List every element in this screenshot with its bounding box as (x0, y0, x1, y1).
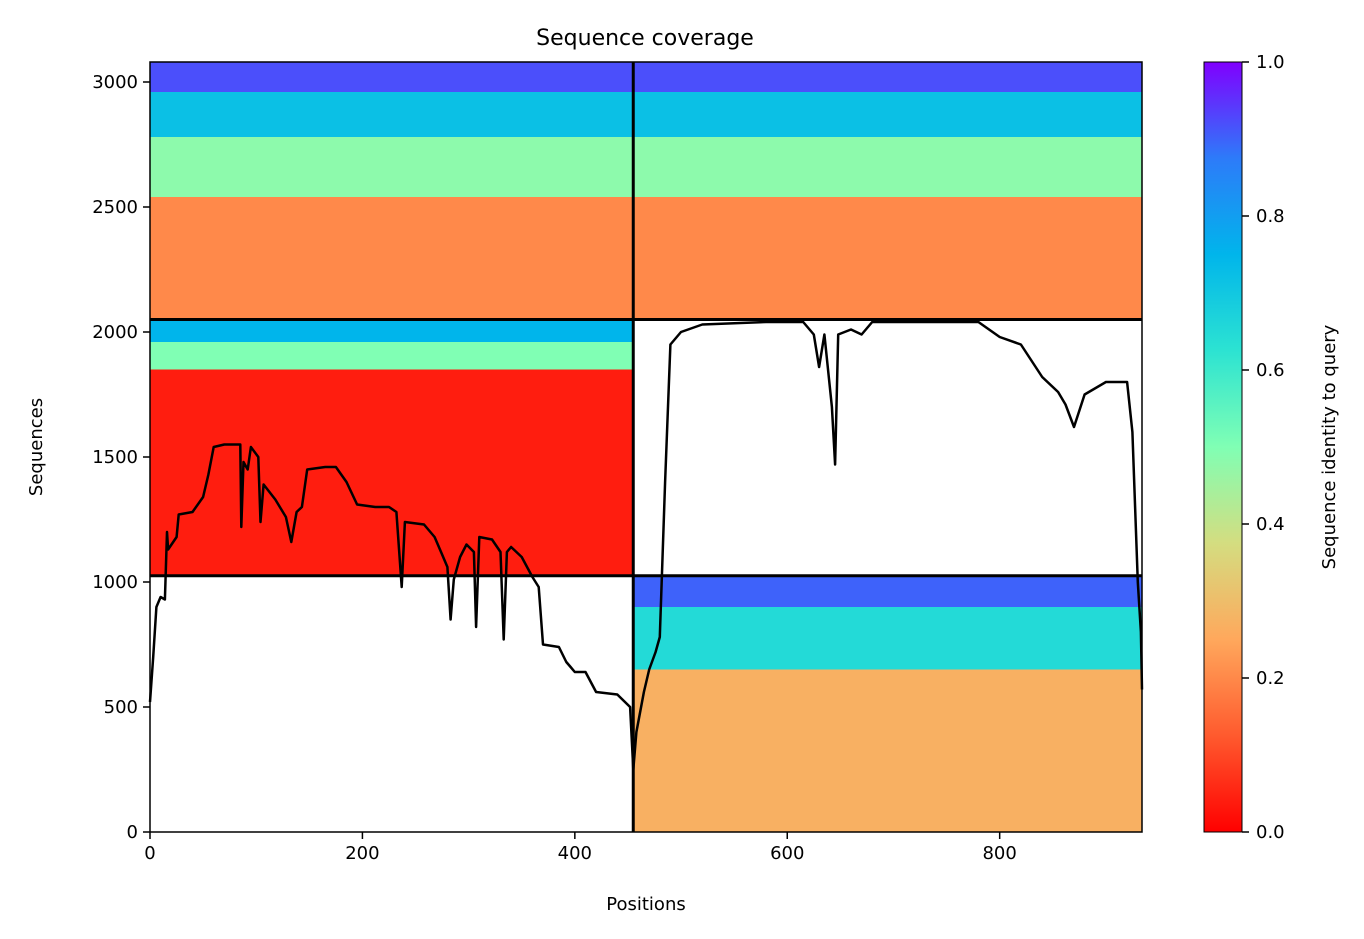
coverage-line (148, 320, 1144, 771)
colorbar-tick-label: 0.2 (1256, 668, 1285, 689)
colorbar-tick-label: 1.0 (1256, 52, 1285, 73)
heatmap-block-top-right (633, 62, 1142, 320)
heatmap-band (150, 197, 634, 320)
heatmap-band (150, 369, 634, 576)
heatmap-band (150, 342, 634, 370)
y-tick-label: 1000 (92, 572, 138, 593)
x-tick-label: 400 (558, 843, 592, 864)
heatmap-band (150, 92, 634, 137)
heatmap-band (633, 575, 1142, 607)
y-tick-label: 1500 (92, 447, 138, 468)
y-tick-label: 3000 (92, 72, 138, 93)
y-axis-label: Sequences (26, 398, 47, 496)
y-axis-ticks: 0 500 1000 1500 2000 2500 3000 (92, 72, 150, 843)
heatmap-block-top-left (150, 62, 634, 320)
heatmap-band (633, 607, 1142, 670)
heatmap-band (150, 137, 634, 197)
colorbar (1203, 61, 1243, 833)
colorbar-tick-label: 0.0 (1256, 822, 1285, 843)
colorbar-tick-label: 0.8 (1256, 206, 1285, 227)
x-tick-label: 0 (144, 843, 155, 864)
heatmap-band (633, 92, 1142, 137)
block-boundaries (150, 62, 1142, 832)
colorbar-label: Sequence identity to query (1319, 324, 1340, 569)
heatmap-band (150, 319, 634, 342)
colorbar-tick-label: 0.6 (1256, 360, 1285, 381)
heatmap-band (150, 62, 634, 92)
heatmap-band (633, 197, 1142, 320)
heatmap-band (633, 669, 1142, 832)
plot-frame (149, 61, 1143, 833)
x-axis-label: Positions (606, 894, 685, 915)
x-tick-label: 200 (345, 843, 379, 864)
x-tick-label: 600 (770, 843, 804, 864)
heatmap-block-middle-left (150, 319, 634, 576)
heatmap-band (633, 137, 1142, 197)
heatmap-block-bottom-right (633, 575, 1142, 832)
x-axis-ticks: 0 200 400 600 800 (144, 832, 1017, 864)
chart-title: Sequence coverage (536, 26, 754, 51)
x-tick-label: 800 (982, 843, 1016, 864)
colorbar-ticks: 0.0 0.2 0.4 0.6 0.8 1.0 (1242, 52, 1285, 843)
coverage-line-layer (148, 320, 1144, 771)
coverage-heatmap (150, 62, 1142, 832)
y-tick-label: 0 (127, 822, 138, 843)
y-tick-label: 500 (104, 697, 138, 718)
colorbar-tick-label: 0.4 (1256, 514, 1285, 535)
heatmap-band (633, 62, 1142, 92)
y-tick-label: 2000 (92, 322, 138, 343)
y-tick-label: 2500 (92, 197, 138, 218)
